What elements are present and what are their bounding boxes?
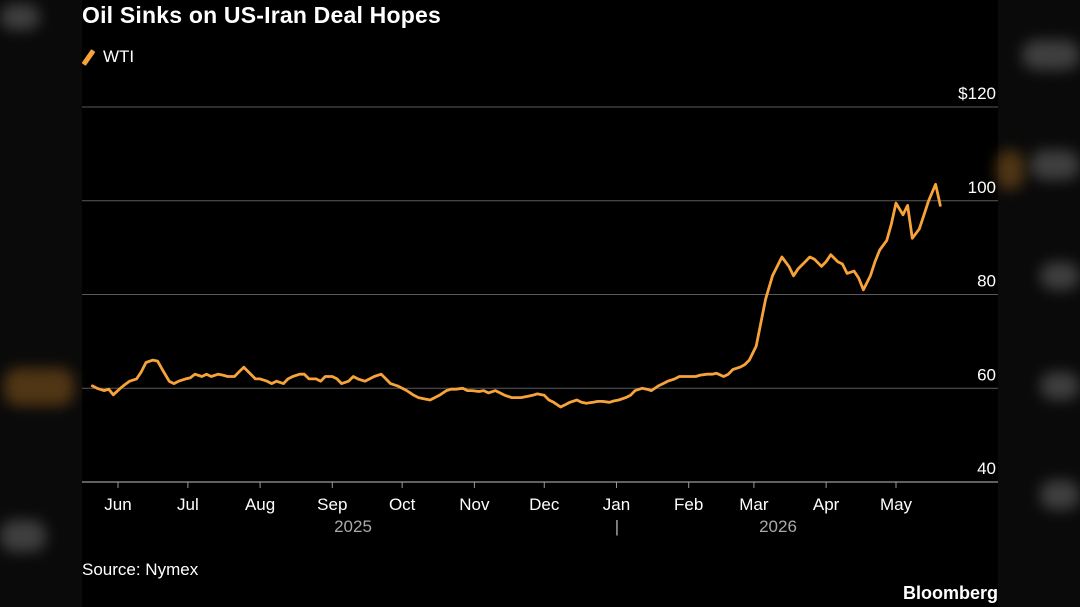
x-tick-label: Jan [603,495,630,514]
blurred-background-shape [1022,40,1080,70]
x-tick-label: Aug [245,495,275,514]
blurred-background-shape [1040,372,1080,400]
y-tick-label: 40 [977,459,996,478]
blurred-background-shape [1040,262,1080,290]
year-label: 2025 [334,517,372,536]
x-tick-label: May [880,495,913,514]
x-tick-label: Oct [389,495,416,514]
series-line-wti [91,182,942,409]
blurred-background-shape [0,520,46,552]
x-tick-label: Feb [674,495,703,514]
blurred-background-shape [1040,480,1080,510]
brand-logo: Bloomberg [902,583,998,603]
year-label: 2026 [759,517,797,536]
legend: WTI [81,47,135,67]
legend-label-wti: WTI [103,47,135,66]
x-tick-label: Apr [813,495,840,514]
blurred-background-shape [0,4,40,30]
x-tick-label: Sep [317,495,347,514]
x-tick-label: Jul [177,495,199,514]
year-separator: | [615,517,619,536]
x-tick-label: Jun [104,495,131,514]
y-tick-label: 80 [977,272,996,291]
blurred-background-shape [1030,150,1080,180]
y-tick-label: $120 [958,84,996,103]
x-tick-label: Nov [459,495,490,514]
x-tick-label: Mar [739,495,769,514]
background-panel-left [0,0,82,607]
blurred-background-shape [996,150,1024,190]
y-tick-label: 100 [968,178,996,197]
y-tick-label: 60 [977,365,996,384]
x-tick-label: Dec [529,495,560,514]
chart-title: Oil Sinks on US-Iran Deal Hopes [82,2,441,28]
blurred-background-shape [4,368,74,406]
source-note: Source: Nymex [82,560,199,579]
